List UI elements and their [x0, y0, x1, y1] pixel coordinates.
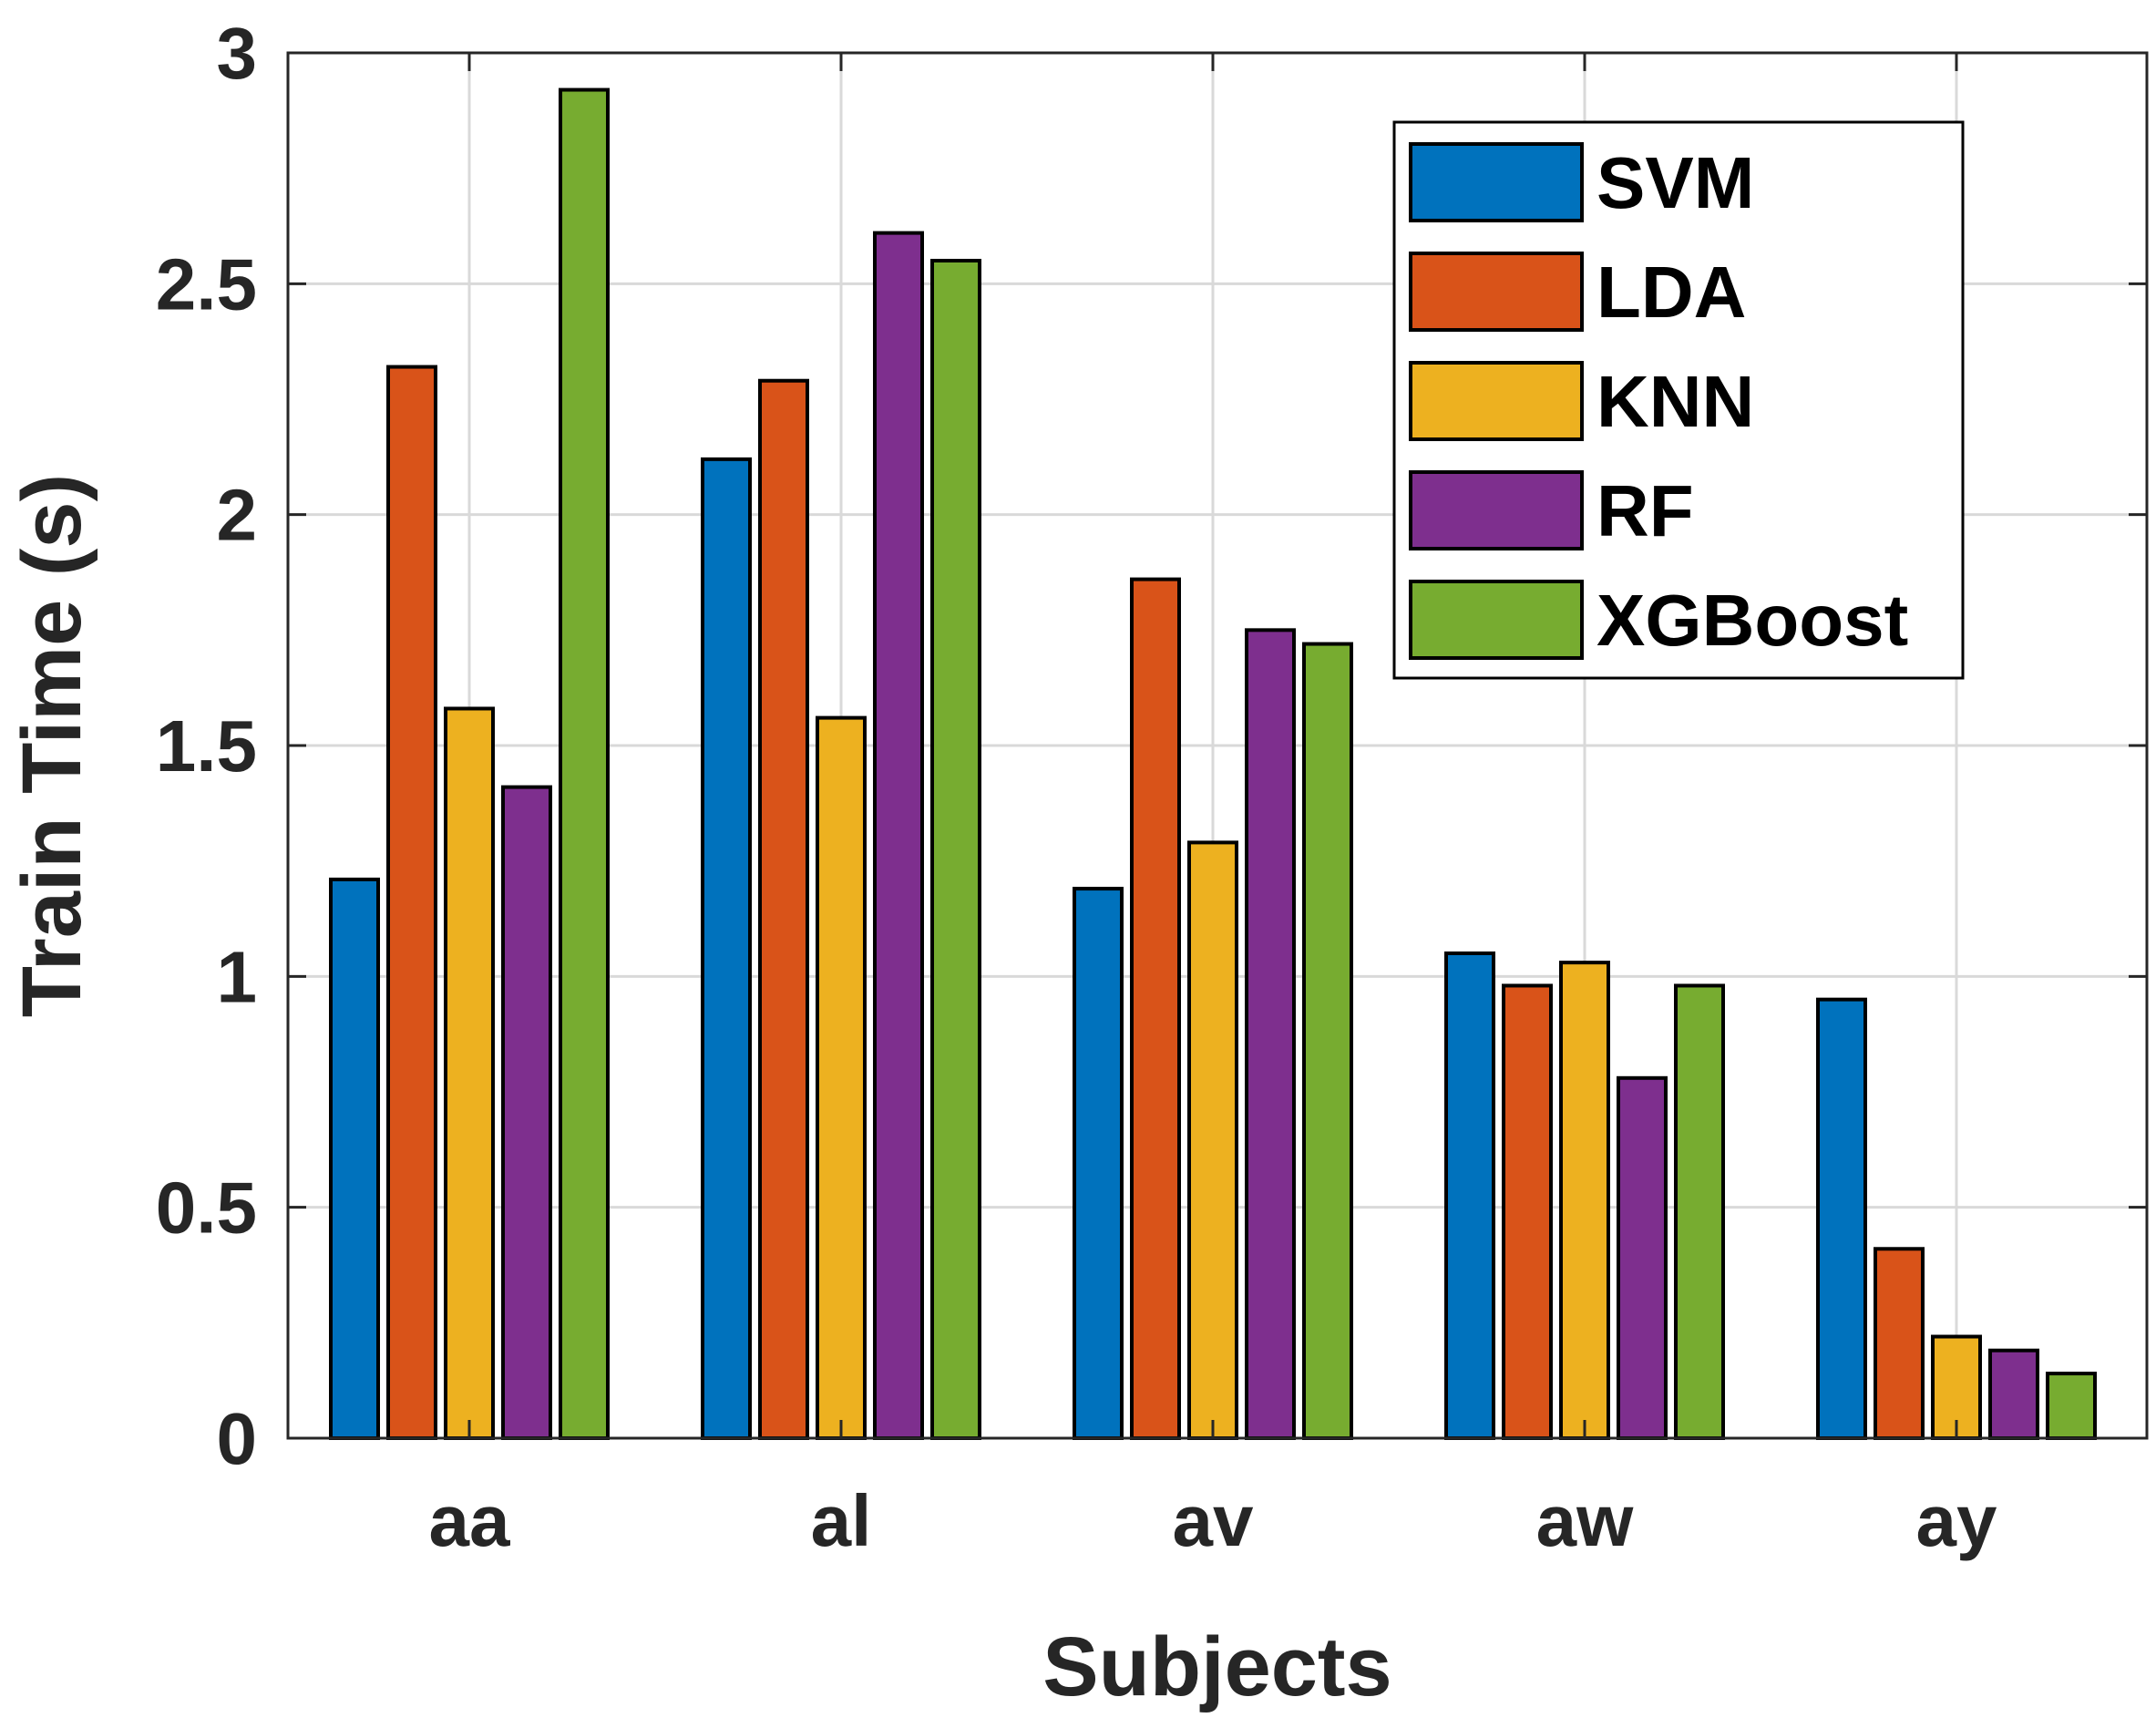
- y-tick-label: 0.5: [156, 1167, 257, 1249]
- bar-knn-aa: [444, 706, 495, 1440]
- x-tick-label: av: [1173, 1480, 1254, 1561]
- bar-xgboost-aw: [1674, 983, 1725, 1440]
- legend-label-rf: RF: [1596, 470, 1694, 551]
- y-tick-label: 1.5: [156, 705, 257, 787]
- bar-svm-aa: [329, 877, 380, 1440]
- bar-xgboost-aa: [559, 87, 610, 1441]
- bar-lda-av: [1130, 577, 1181, 1440]
- y-tick-label: 2.5: [156, 243, 257, 324]
- bar-rf-al: [873, 231, 924, 1441]
- bar-rf-aw: [1617, 1075, 1668, 1441]
- bar-xgboost-ay: [2046, 1372, 2097, 1440]
- legend-label-xgboost: XGBoost: [1596, 580, 1908, 661]
- y-tick-label: 0: [217, 1398, 258, 1479]
- x-tick-label: aw: [1536, 1480, 1634, 1561]
- bar-rf-ay: [1988, 1348, 2039, 1440]
- y-axis-label: Train Time (s): [5, 474, 98, 1017]
- bar-rf-av: [1245, 628, 1296, 1440]
- bar-lda-aw: [1502, 983, 1553, 1440]
- y-tick-label: 1: [217, 936, 258, 1017]
- legend-swatch-knn: [1409, 361, 1584, 441]
- legend-swatch-svm: [1409, 142, 1584, 222]
- bar-svm-av: [1073, 887, 1124, 1440]
- bar-knn-aw: [1559, 961, 1610, 1440]
- bar-svm-ay: [1816, 997, 1867, 1440]
- bar-knn-av: [1187, 840, 1238, 1440]
- x-axis-ticks: aa al av aw ay: [429, 53, 1997, 1561]
- y-tick-label: 2: [217, 475, 258, 556]
- bar-xgboost-al: [930, 259, 981, 1440]
- x-tick-label: al: [811, 1480, 872, 1561]
- bar-lda-ay: [1874, 1247, 1925, 1441]
- x-tick-label: ay: [1916, 1480, 1997, 1561]
- legend: SVM LDA KNN RF XGBoost: [1392, 120, 1965, 680]
- bar-rf-aa: [501, 785, 552, 1440]
- legend-label-svm: SVM: [1596, 142, 1754, 223]
- bar-xgboost-av: [1302, 642, 1353, 1440]
- bar-svm-aw: [1444, 951, 1495, 1440]
- bar-lda-aa: [386, 365, 437, 1440]
- legend-swatch-lda: [1409, 252, 1584, 332]
- y-axis-ticks: 0 0.5 1 1.5 2 2.5 3: [156, 13, 2147, 1479]
- bar-lda-al: [758, 378, 809, 1441]
- x-tick-label: aa: [429, 1480, 510, 1561]
- x-axis-label: Subjects: [1042, 1620, 1391, 1713]
- legend-swatch-xgboost: [1409, 580, 1584, 660]
- legend-swatch-rf: [1409, 470, 1584, 550]
- y-tick-label: 3: [217, 13, 258, 94]
- bar-svm-al: [701, 457, 752, 1440]
- bar-series: [329, 87, 2097, 1441]
- legend-label-knn: KNN: [1596, 361, 1754, 442]
- bar-knn-al: [816, 715, 867, 1440]
- legend-label-lda: LDA: [1596, 252, 1746, 333]
